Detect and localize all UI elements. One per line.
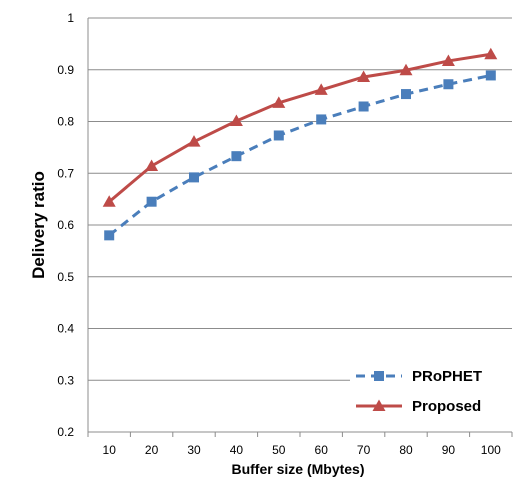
data-point-square bbox=[401, 89, 411, 100]
x-tick-label: 100 bbox=[481, 443, 501, 457]
data-point-square bbox=[485, 70, 496, 81]
data-point-triangle bbox=[441, 54, 455, 66]
data-point-triangle bbox=[145, 159, 159, 172]
y-tick-label: 0.4 bbox=[57, 322, 74, 336]
data-point-square bbox=[443, 79, 454, 90]
data-point-triangle bbox=[372, 399, 386, 411]
data-point-square bbox=[358, 101, 369, 112]
data-point-square bbox=[189, 172, 199, 183]
data-point-square bbox=[273, 130, 284, 141]
data-point-triangle bbox=[272, 96, 286, 108]
x-tick-label: 50 bbox=[272, 443, 286, 457]
data-point-triangle bbox=[357, 70, 371, 82]
x-tick-label: 80 bbox=[399, 443, 413, 457]
y-tick-label: 1 bbox=[67, 11, 74, 25]
x-tick-label: 60 bbox=[315, 443, 329, 457]
data-point-triangle bbox=[102, 195, 116, 207]
series-layer bbox=[102, 47, 498, 241]
x-tick-label: 30 bbox=[187, 443, 201, 457]
x-axis-title: Buffer size (Mbytes) bbox=[231, 461, 364, 477]
legend-item: Proposed bbox=[356, 398, 481, 415]
data-point-square bbox=[231, 151, 242, 162]
series-line bbox=[108, 73, 492, 237]
legend-label: Proposed bbox=[412, 398, 481, 415]
y-tick-label: 0.2 bbox=[57, 425, 74, 439]
y-tick-label: 0.7 bbox=[57, 166, 74, 180]
series-prophet bbox=[104, 70, 496, 241]
y-tick-label: 0.9 bbox=[57, 63, 74, 77]
y-axis-title: Delivery ratio bbox=[29, 171, 48, 279]
data-point-square bbox=[374, 371, 384, 381]
legend-label: PRoPHET bbox=[412, 368, 482, 385]
data-point-triangle bbox=[484, 47, 498, 60]
x-tick-label: 70 bbox=[357, 443, 371, 457]
x-tick-label: 90 bbox=[442, 443, 456, 457]
data-point-triangle bbox=[229, 114, 243, 126]
data-point-square bbox=[104, 230, 115, 241]
y-tick-label: 0.5 bbox=[57, 270, 74, 284]
data-point-square bbox=[146, 196, 157, 207]
data-point-triangle bbox=[187, 135, 201, 147]
y-tick-label: 0.3 bbox=[57, 373, 74, 387]
series-line bbox=[108, 52, 492, 203]
data-point-square bbox=[316, 114, 327, 125]
gridlines bbox=[88, 17, 512, 381]
data-point-triangle bbox=[399, 63, 413, 76]
y-tick-label: 0.8 bbox=[57, 115, 74, 129]
data-point-triangle bbox=[314, 83, 328, 95]
legend-item: PRoPHET bbox=[356, 368, 482, 385]
x-tick-label: 20 bbox=[145, 443, 159, 457]
x-tick-label: 40 bbox=[230, 443, 244, 457]
legend: PRoPHET Proposed bbox=[350, 358, 514, 420]
axes: 0.2 0.3 0.4 0.5 0.6 0.7 0.8 0.9 1 10 20 30 40 50 60 70 8… bbox=[57, 11, 513, 457]
series-proposed bbox=[102, 47, 498, 207]
x-tick-label: 10 bbox=[103, 443, 117, 457]
y-tick-label: 0.6 bbox=[57, 218, 74, 232]
